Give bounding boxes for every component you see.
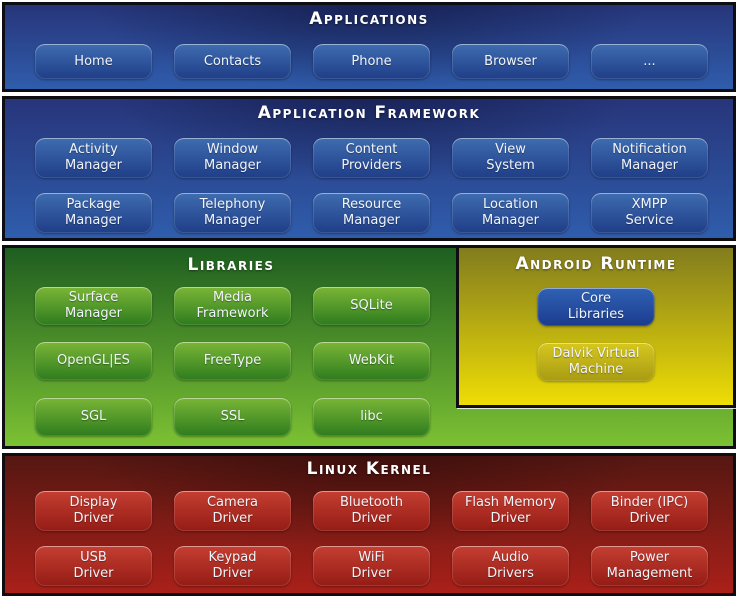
box-opengl-es: OpenGL|ES	[35, 342, 152, 380]
applications-title: Applications	[309, 9, 429, 29]
box-sgl: SGL	[35, 398, 152, 436]
box-wifi-driver: WiFi Driver	[313, 546, 430, 586]
box-phone: Phone	[313, 44, 430, 79]
box-libc: libc	[313, 398, 430, 436]
box-binder-ipc-driver: Binder (IPC) Driver	[591, 491, 708, 531]
box-notification-manager: Notification Manager	[591, 138, 708, 178]
framework-row-1: Activity Manager Window Manager Content …	[35, 138, 708, 178]
box-location-manager: Location Manager	[452, 193, 569, 233]
linux-kernel-section: Linux Kernel Display Driver Camera Drive…	[2, 453, 736, 596]
box-browser: Browser	[452, 44, 569, 79]
libraries-row-2: OpenGL|ES FreeType WebKit	[35, 342, 430, 380]
kernel-row-1: Display Driver Camera Driver Bluetooth D…	[35, 491, 708, 531]
box-content-providers: Content Providers	[313, 138, 430, 178]
applications-row: Home Contacts Phone Browser ...	[35, 44, 708, 79]
box-resource-manager: Resource Manager	[313, 193, 430, 233]
box-surface-manager: Surface Manager	[35, 287, 152, 325]
box-display-driver: Display Driver	[35, 491, 152, 531]
box-core-libraries: Core Libraries	[537, 288, 655, 326]
box-telephony-manager: Telephony Manager	[174, 193, 291, 233]
linux-kernel-title: Linux Kernel	[306, 459, 432, 479]
box-ssl: SSL	[174, 398, 291, 436]
framework-row-2: Package Manager Telephony Manager Resour…	[35, 193, 708, 233]
box-webkit: WebKit	[313, 342, 430, 380]
box-usb-driver: USB Driver	[35, 546, 152, 586]
box-power-management: Power Management	[591, 546, 708, 586]
box-package-manager: Package Manager	[35, 193, 152, 233]
android-runtime-section: Android Runtime Core Libraries Dalvik Vi…	[456, 245, 736, 408]
box-flash-memory-driver: Flash Memory Driver	[452, 491, 569, 531]
box-dalvik-virtual-machine: Dalvik Virtual Machine	[537, 343, 655, 381]
android-runtime-title: Android Runtime	[515, 254, 677, 274]
applications-section: Applications Home Contacts Phone Browser…	[2, 2, 736, 92]
box-contacts: Contacts	[174, 44, 291, 79]
box-bluetooth-driver: Bluetooth Driver	[313, 491, 430, 531]
libraries-row-3: SGL SSL libc	[35, 398, 430, 436]
box-activity-manager: Activity Manager	[35, 138, 152, 178]
box-home: Home	[35, 44, 152, 79]
box-window-manager: Window Manager	[174, 138, 291, 178]
box-media-framework: Media Framework	[174, 287, 291, 325]
box-freetype: FreeType	[174, 342, 291, 380]
application-framework-section: Application Framework Activity Manager W…	[2, 96, 736, 241]
kernel-row-2: USB Driver Keypad Driver WiFi Driver Aud…	[35, 546, 708, 586]
box-camera-driver: Camera Driver	[174, 491, 291, 531]
box-view-system: View System	[452, 138, 569, 178]
libraries-title: Libraries	[187, 255, 275, 275]
box-ellipsis: ...	[591, 44, 708, 79]
application-framework-title: Application Framework	[257, 103, 481, 123]
box-xmpp-service: XMPP Service	[591, 193, 708, 233]
box-sqlite: SQLite	[313, 287, 430, 325]
box-audio-drivers: Audio Drivers	[452, 546, 569, 586]
libraries-row-1: Surface Manager Media Framework SQLite	[35, 287, 430, 325]
box-keypad-driver: Keypad Driver	[174, 546, 291, 586]
